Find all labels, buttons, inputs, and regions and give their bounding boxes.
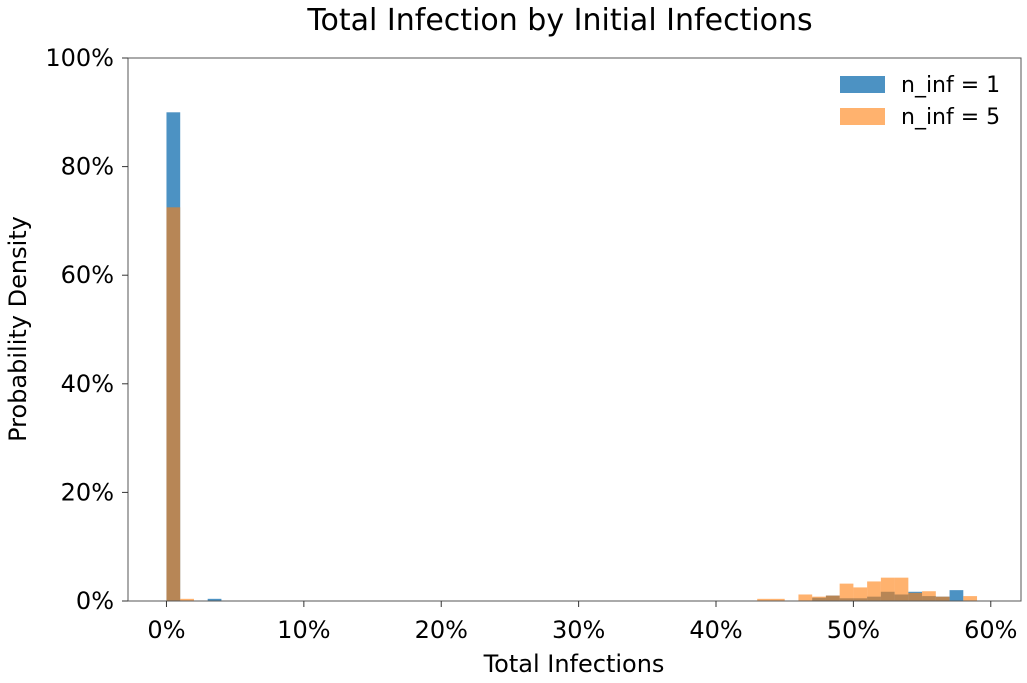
y-tick-label-5: 100% — [45, 44, 114, 72]
bar-series-2-bin-12 — [908, 592, 923, 601]
x-tick-label-4: 40% — [689, 616, 742, 644]
y-tick-label-0: 0% — [76, 587, 114, 615]
y-axis-label: Probability Density — [4, 216, 32, 442]
plot-frame — [127, 57, 1022, 602]
bar-series-2-bin-1 — [180, 598, 194, 601]
x-axis-label: Total Infections — [483, 650, 665, 678]
legend-label-1: n_inf = 1 — [901, 73, 1000, 98]
y-tick-label-4: 80% — [61, 153, 114, 181]
bars-group — [166, 112, 978, 602]
bar-series-2-bin-2 — [757, 598, 771, 601]
x-tick-label-3: 30% — [552, 616, 605, 644]
x-tick-label-6: 60% — [964, 616, 1017, 644]
x-tick-label-0: 0% — [147, 616, 185, 644]
x-tick-label-1: 10% — [277, 616, 330, 644]
bar-series-2-bin-5 — [812, 596, 826, 601]
legend-swatch-1 — [840, 76, 885, 93]
bar-series-1-bin-1 — [207, 598, 222, 601]
y-tick-label-2: 40% — [61, 370, 114, 398]
x-tick-label-5: 50% — [827, 616, 880, 644]
bar-series-2-bin-15 — [963, 596, 978, 601]
x-tick-label-2: 20% — [415, 616, 468, 644]
bar-series-2-bin-4 — [798, 594, 813, 601]
bar-series-2-bin-9 — [867, 581, 881, 601]
chart-title: Total Infection by Initial Infections — [306, 3, 812, 38]
bar-series-2-bin-6 — [825, 595, 840, 601]
bar-series-2-bin-10 — [880, 577, 895, 601]
bar-series-1-bin-12 — [949, 590, 964, 601]
bar-series-2-bin-14 — [935, 596, 950, 601]
y-tick-label-3: 60% — [61, 261, 114, 289]
y-tick-label-1: 20% — [61, 478, 114, 506]
y-axis-ticks: 0% 20% 40% 60% 80% 100% — [45, 44, 128, 615]
bar-series-2-bin-13 — [922, 591, 936, 601]
bar-series-2-bin-3 — [770, 598, 785, 601]
x-axis-ticks: 0% 10% 20% 30% 40% 50% 60% — [147, 601, 1017, 644]
legend-label-2: n_inf = 5 — [901, 105, 1000, 130]
bar-series-2-bin-8 — [853, 587, 868, 601]
legend-swatch-2 — [840, 108, 885, 125]
legend: n_inf = 1 n_inf = 5 — [840, 73, 1000, 130]
bar-series-2-bin-11 — [894, 577, 909, 601]
bar-series-2-bin-0 — [166, 207, 181, 601]
bar-series-2-bin-7 — [839, 583, 854, 601]
